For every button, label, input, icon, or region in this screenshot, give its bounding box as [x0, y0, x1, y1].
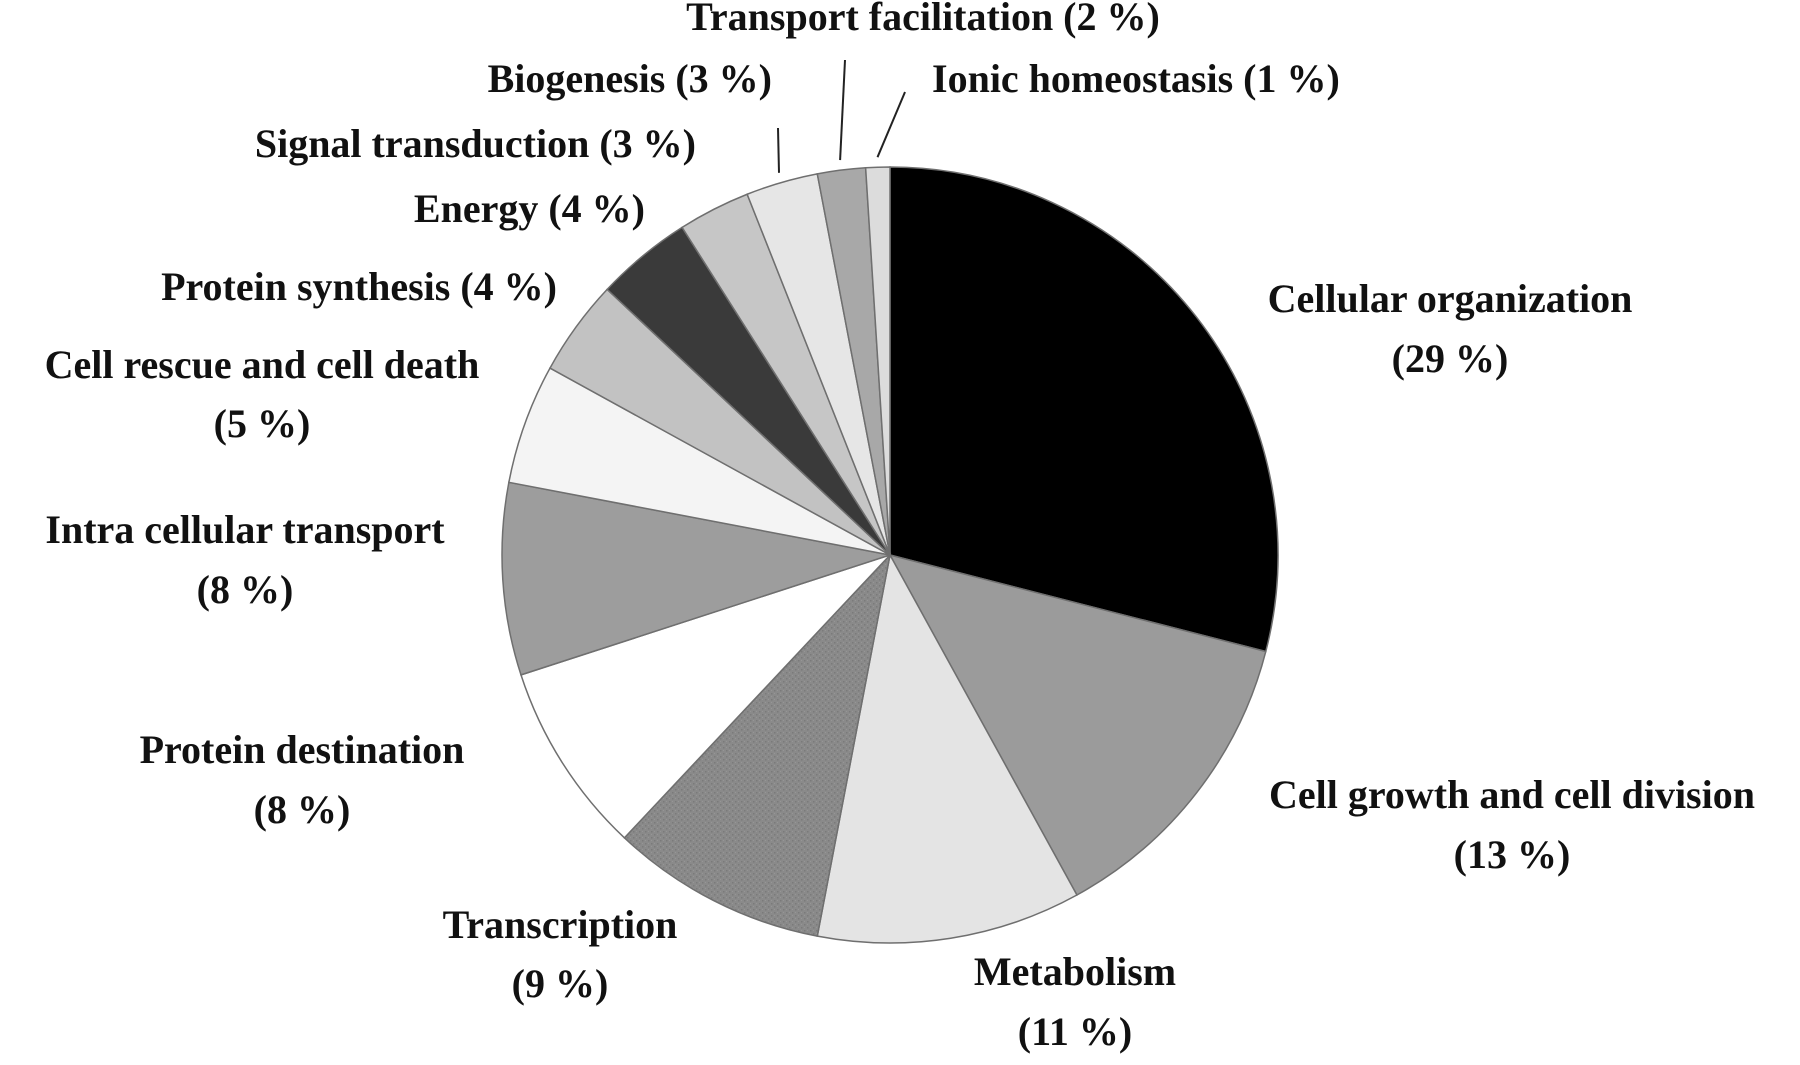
slice-label-energy: Energy (4 %) [414, 186, 645, 231]
pie-slice-intra-cellular-transport [501, 481, 891, 676]
slice-label-signal-transduction: Signal transduction (3 %) [255, 121, 696, 166]
pie-slice-ionic-homeostasis [864, 166, 891, 556]
leader-line-ionic-homeostasis [876, 91, 906, 158]
slice-percent-cellular-organization: (29 %) [1392, 336, 1509, 381]
slice-percent-transcription: (9 %) [512, 961, 609, 1006]
slice-label-transport-facilitation: Transport facilitation (2 %) [686, 0, 1160, 39]
pie-slices [501, 166, 1279, 944]
slice-label-cell-growth-and-cell-division: Cell growth and cell division [1269, 772, 1755, 817]
pie-slice-metabolism [816, 552, 1078, 944]
pie-slice-cellular-organization [889, 166, 1279, 653]
slice-percent-cell-rescue-and-cell-death: (5 %) [214, 401, 311, 446]
pie-slice-cell-growth-and-cell-division [888, 553, 1267, 897]
slice-label-cellular-organization: Cellular organization [1268, 276, 1633, 321]
slice-label-intra-cellular-transport: Intra cellular transport [45, 507, 445, 552]
pie-slice-protein-destination [520, 554, 891, 839]
slice-label-metabolism: Metabolism [974, 949, 1176, 994]
slice-label-biogenesis: Biogenesis (3 %) [488, 56, 772, 101]
slice-label-protein-destination: Protein destination [140, 727, 465, 772]
slice-label-cell-rescue-and-cell-death: Cell rescue and cell death [45, 342, 480, 387]
leader-line-biogenesis [777, 127, 780, 173]
slice-percent-metabolism: (11 %) [1018, 1009, 1132, 1054]
slice-percent-intra-cellular-transport: (8 %) [197, 567, 294, 612]
slice-label-transcription: Transcription [443, 902, 678, 947]
slice-percent-protein-destination: (8 %) [254, 787, 351, 832]
slice-label-ionic-homeostasis: Ionic homeostasis (1 %) [932, 56, 1340, 101]
pie-slice-transcription [623, 552, 892, 938]
leader-lines [777, 59, 906, 173]
slice-percent-cell-growth-and-cell-division: (13 %) [1454, 832, 1571, 877]
slice-label-protein-synthesis: Protein synthesis (4 %) [161, 264, 557, 309]
slice-labels: Cellular organization (29 %) Cell growth a… [45, 0, 1755, 1054]
leader-line-transport-facilitation [839, 59, 846, 161]
